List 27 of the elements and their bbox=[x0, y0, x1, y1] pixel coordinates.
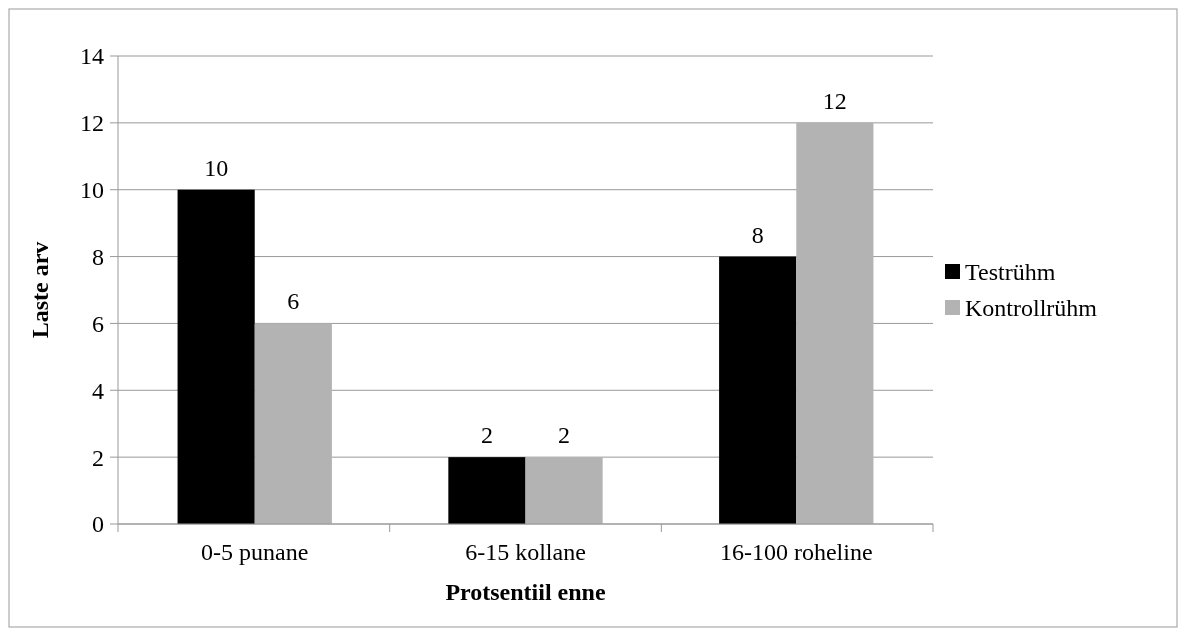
legend-label: Kontrollrühm bbox=[965, 295, 1098, 322]
y-tick-label: 12 bbox=[80, 110, 104, 137]
y-axis-title: Laste arv bbox=[27, 241, 53, 339]
legend-label: Testrühm bbox=[965, 259, 1056, 286]
bar bbox=[796, 122, 874, 524]
x-tick-label: 16-100 roheline bbox=[719, 539, 873, 565]
bar bbox=[254, 323, 332, 524]
data-label: 2 bbox=[480, 422, 493, 449]
bar bbox=[719, 256, 797, 524]
y-tick-label: 8 bbox=[92, 243, 104, 270]
bar bbox=[177, 189, 255, 524]
bar bbox=[448, 457, 526, 524]
y-tick-label: 10 bbox=[80, 177, 104, 204]
data-label: 8 bbox=[751, 221, 764, 248]
bar bbox=[525, 457, 603, 524]
x-tick-label: 0-5 punane bbox=[201, 539, 309, 565]
y-tick-label: 4 bbox=[92, 377, 104, 404]
x-tick-label: 6-15 kollane bbox=[465, 539, 586, 565]
data-label: 6 bbox=[287, 288, 300, 315]
y-tick-label: 6 bbox=[92, 310, 104, 337]
data-label: 2 bbox=[558, 422, 571, 449]
y-tick-label: 14 bbox=[80, 43, 104, 70]
x-axis-title: Protsentiil enne bbox=[445, 579, 606, 605]
data-label: 12 bbox=[822, 87, 847, 114]
data-label: 10 bbox=[204, 154, 229, 181]
y-tick-label: 0 bbox=[92, 511, 104, 538]
y-tick-label: 2 bbox=[92, 444, 104, 471]
